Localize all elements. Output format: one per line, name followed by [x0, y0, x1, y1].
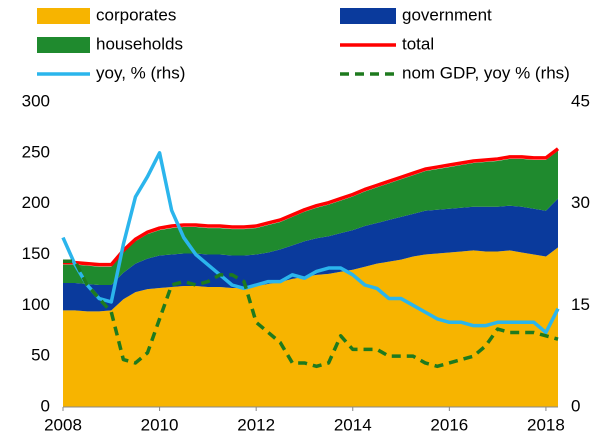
legend-label: corporates: [96, 5, 176, 24]
x-tick-label: 2008: [44, 415, 82, 434]
y2-tick-label: 30: [571, 193, 590, 212]
y-tick-label: 50: [31, 346, 50, 365]
x-tick-label: 2012: [237, 415, 275, 434]
y-tick-label: 250: [22, 142, 50, 161]
legend-label: total: [402, 34, 434, 53]
legend-swatch: [37, 37, 90, 53]
y-tick-label: 200: [22, 193, 50, 212]
x-tick-label: 2014: [334, 415, 372, 434]
legend-label: government: [402, 5, 492, 24]
legend-label: yoy, % (rhs): [96, 63, 185, 82]
y-tick-label: 0: [41, 396, 50, 415]
line: [61, 151, 560, 335]
legend-swatch: [340, 8, 396, 24]
y-tick-label: 100: [22, 295, 50, 314]
y2-tick-label: 15: [571, 295, 590, 314]
area: [63, 150, 558, 285]
x-tick-label: 2010: [141, 415, 179, 434]
legend-swatch: [37, 8, 90, 24]
y-tick-label: 300: [22, 91, 50, 110]
x-tick-label: 2016: [430, 415, 468, 434]
y2-tick-label: 45: [571, 91, 590, 110]
line: [63, 147, 560, 267]
y-tick-label: 150: [22, 244, 50, 263]
y2-tick-label: 0: [571, 396, 580, 415]
legend-label: nom GDP, yoy % (rhs): [402, 63, 570, 82]
legend-label: households: [96, 34, 183, 53]
x-tick-label: 2018: [527, 415, 565, 434]
